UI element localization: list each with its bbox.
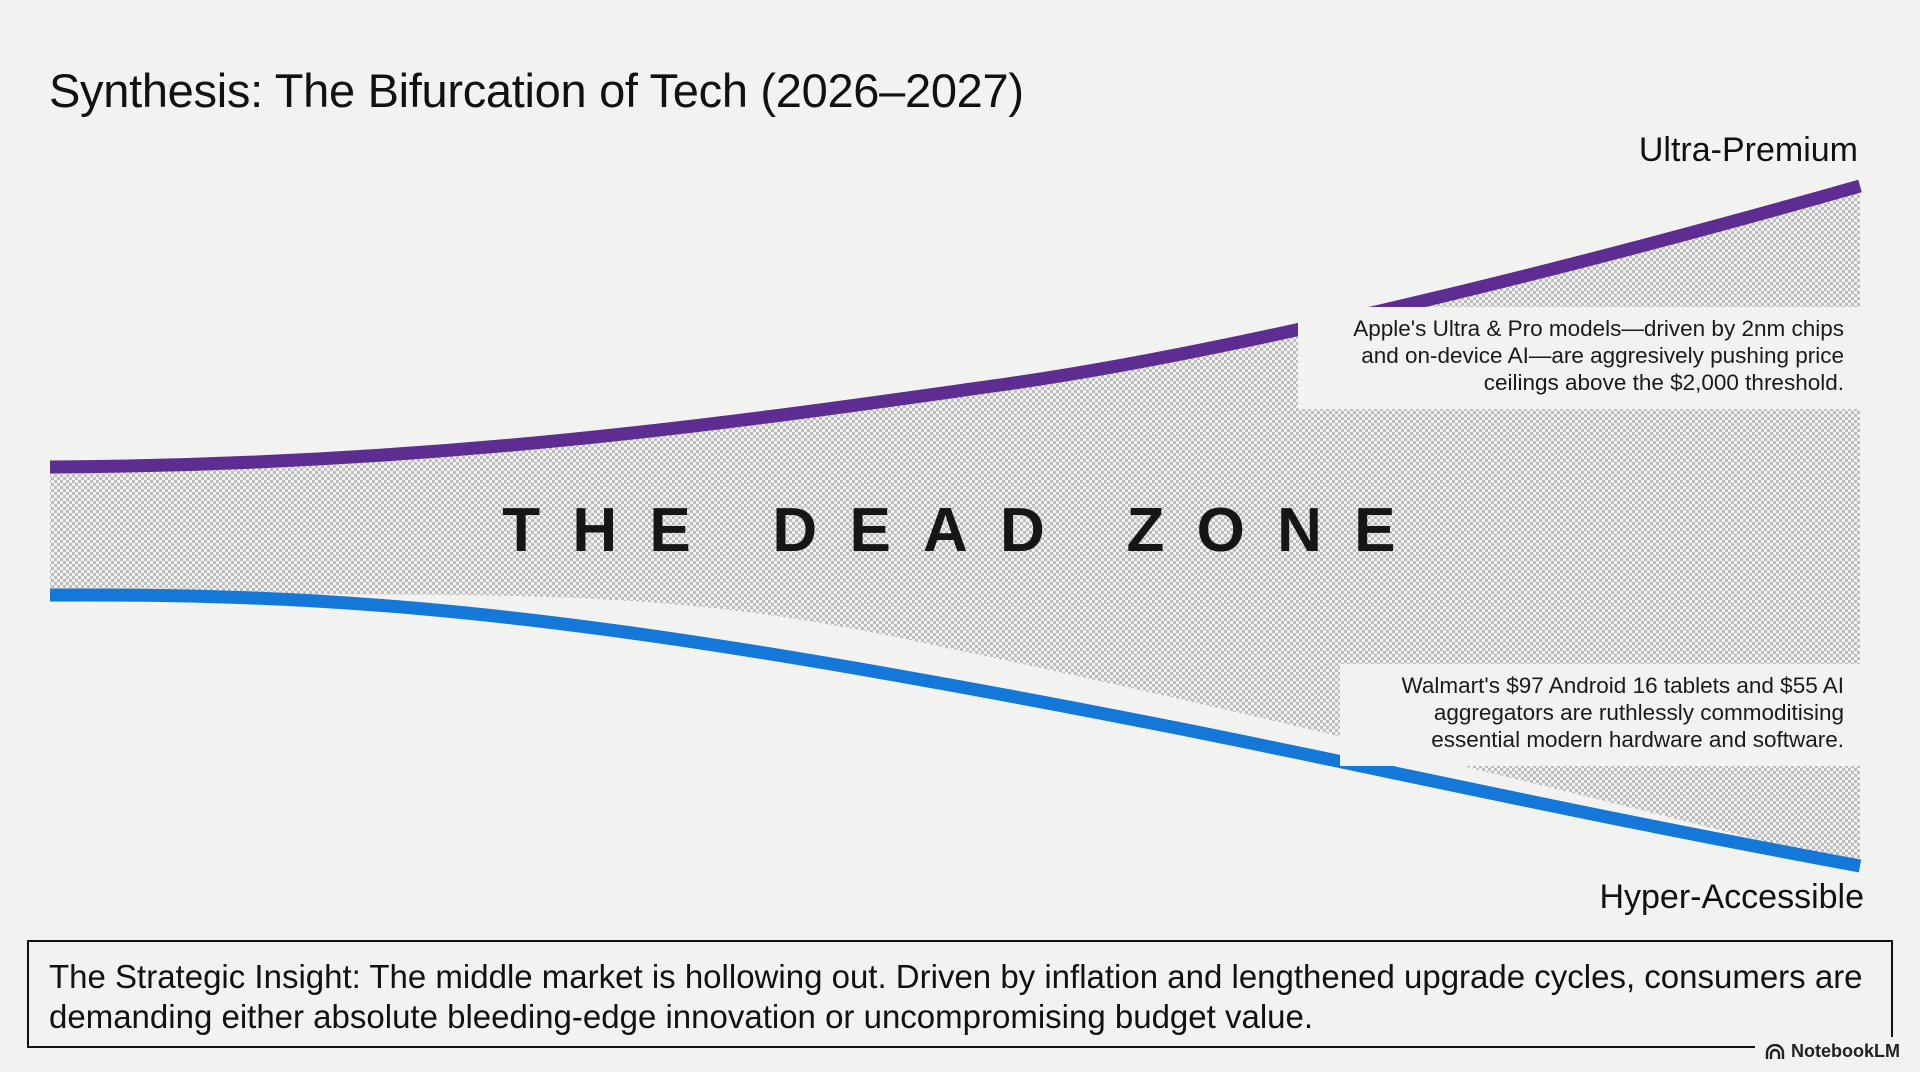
hyper-accessible-trend-line — [49, 588, 1862, 873]
ultra-premium-label: Ultra-Premium — [1638, 131, 1858, 169]
notebooklm-icon — [1765, 1043, 1785, 1059]
ultra-premium-trend-line — [49, 179, 1862, 474]
strategic-insight-box: The Strategic Insight: The middle market… — [27, 940, 1893, 1048]
ultra-premium-annotation: Apple's Ultra & Pro models—driven by 2nm… — [1298, 307, 1860, 409]
dead-zone-label: THE DEAD ZONE — [502, 496, 1428, 565]
slide-title: Synthesis: The Bifurcation of Tech (2026… — [49, 64, 1024, 118]
notebooklm-label: NotebookLM — [1791, 1041, 1900, 1061]
strategic-insight-text: The Strategic Insight: The middle market… — [49, 958, 1863, 1035]
hyper-accessible-annotation: Walmart's $97 Android 16 tablets and $55… — [1340, 664, 1860, 766]
notebooklm-badge: NotebookLM — [1755, 1037, 1906, 1066]
hyper-accessible-label: Hyper-Accessible — [1599, 878, 1864, 916]
